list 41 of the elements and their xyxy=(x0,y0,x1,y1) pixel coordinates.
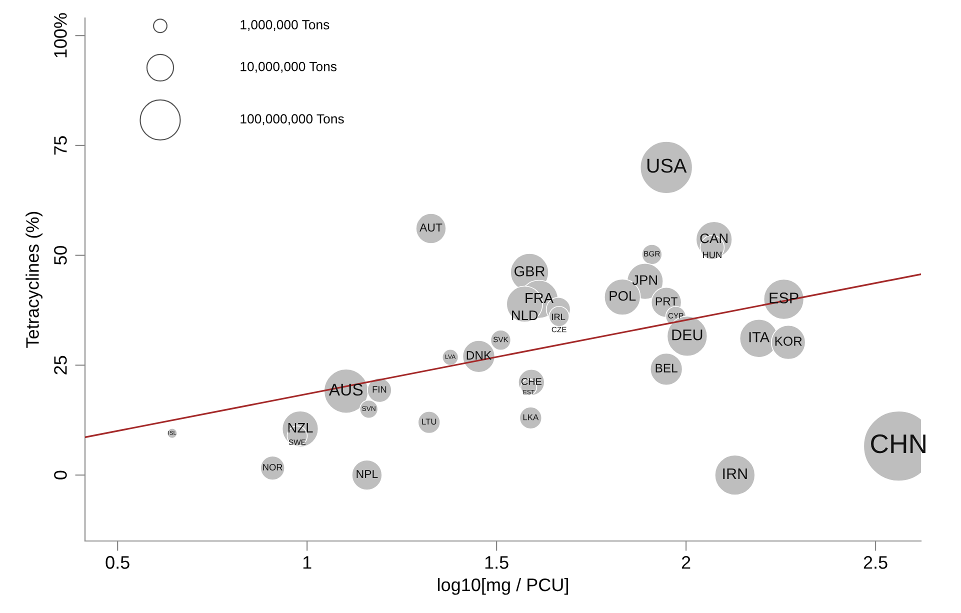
annotation: CHN xyxy=(871,434,926,454)
y-tick-label: 25 xyxy=(54,356,67,374)
annotation: NLD xyxy=(512,310,538,320)
annotation: AUS xyxy=(328,384,363,396)
annotation: LTU xyxy=(422,418,436,425)
annotation: POL xyxy=(610,291,636,301)
y-tick-label: 100% xyxy=(54,13,67,58)
annotation: NZL xyxy=(288,423,313,432)
x-tick-label: 2 xyxy=(682,556,690,569)
x-tick-label: 2.5 xyxy=(864,556,888,569)
annotation: IRL xyxy=(552,314,566,320)
annotation: ITA xyxy=(749,332,770,342)
y-tick-label: 50 xyxy=(54,246,67,265)
annotation: 10,000,000 Tons xyxy=(240,62,337,73)
annotation: AUT xyxy=(420,224,442,232)
y-tick-label: 75 xyxy=(54,136,67,155)
annotation: CHE xyxy=(521,378,542,386)
x-tick-label: 1 xyxy=(303,556,312,569)
x-tick-label: 1.5 xyxy=(485,556,508,569)
annotation: 1,000,000 Tons xyxy=(240,20,330,31)
annotation: FRA xyxy=(526,293,554,304)
annotation: HUN xyxy=(702,252,722,258)
annotation: GBR xyxy=(514,266,545,276)
annotation: IRN xyxy=(723,468,747,480)
x-tick-label: 0.5 xyxy=(106,556,130,569)
annotation: NPL xyxy=(356,470,378,478)
annotation: KOR xyxy=(775,336,802,346)
annotation: DNK xyxy=(466,351,492,360)
annotation: 100,000,000 Tons xyxy=(240,114,344,126)
y-axis-title: Tetracyclines (%) xyxy=(26,212,42,348)
annotation: FIN xyxy=(372,386,386,393)
annotation: PRT xyxy=(656,297,678,306)
annotation: USA xyxy=(647,158,687,173)
annotation: JPN xyxy=(632,275,657,285)
annotation: DEU xyxy=(672,330,702,340)
annotation: CAN xyxy=(700,233,728,244)
annotation: NOR xyxy=(263,464,282,471)
annotation: LKA xyxy=(523,414,539,420)
y-tick-label: 0 xyxy=(54,470,67,480)
x-axis-title: log10[mg / PCU] xyxy=(438,578,568,595)
annotation: BEL xyxy=(656,364,678,372)
